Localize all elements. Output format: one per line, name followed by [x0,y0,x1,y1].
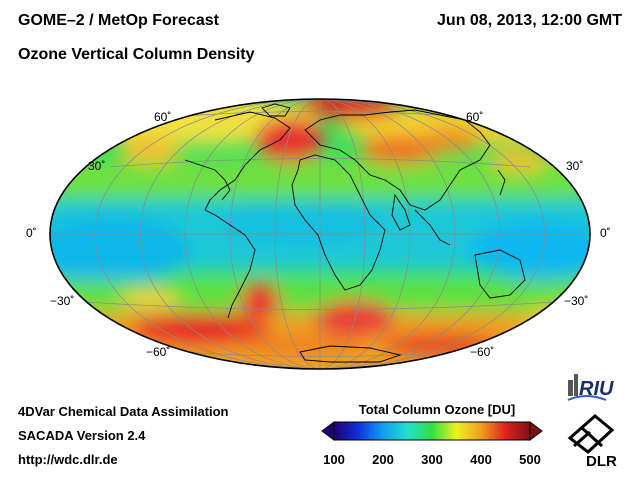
colorbar-tick-400: 400 [470,452,492,467]
colorbar-tick-100: 100 [323,452,345,467]
colorbar-gradient [333,421,531,441]
map-subtitle: Ozone Vertical Column Density [18,46,255,63]
dlr-logo-text: DLR [586,453,617,470]
colorbar [321,421,543,441]
colorbar-min-arrow [321,421,335,441]
lat-label-left-minus60: −60˚ [146,345,171,359]
ozone-map [49,98,591,370]
lat-label-right-0: 0˚ [600,226,611,240]
coastlines [184,103,526,363]
credit-line-1: 4DVar Chemical Data Assimilation [18,404,229,419]
riu-logo-text: RIU [579,378,614,400]
graticule [50,99,590,369]
forecast-datetime: Jun 08, 2013, 12:00 GMT [437,12,622,29]
ozone-field [50,99,590,369]
credit-line-2: SACADA Version 2.4 [18,428,146,443]
colorbar-tick-500: 500 [519,452,541,467]
lat-label-right-minus30: −30˚ [564,294,589,308]
colorbar-title: Total Column Ozone [DU] [358,402,516,417]
riu-logo: RIU [567,374,614,401]
map-border [49,98,591,370]
lat-label-right-minus60: −60˚ [470,345,495,359]
lat-label-left-minus30: −30˚ [50,294,75,308]
colorbar-max-arrow [529,421,543,441]
lat-label-right-60: 60˚ [466,110,484,124]
colorbar-tick-200: 200 [372,452,394,467]
credit-url: http://wdc.dlr.de [18,452,118,467]
dlr-logo: DLR [567,414,617,470]
colorbar-tick-300: 300 [421,452,443,467]
lat-label-left-60: 60˚ [154,110,172,124]
lat-label-left-0: 0˚ [26,226,37,240]
lat-label-right-30: 30˚ [566,159,584,173]
map-title: GOME–2 / MetOp Forecast [18,12,219,29]
lat-label-left-30: 30˚ [88,159,106,173]
